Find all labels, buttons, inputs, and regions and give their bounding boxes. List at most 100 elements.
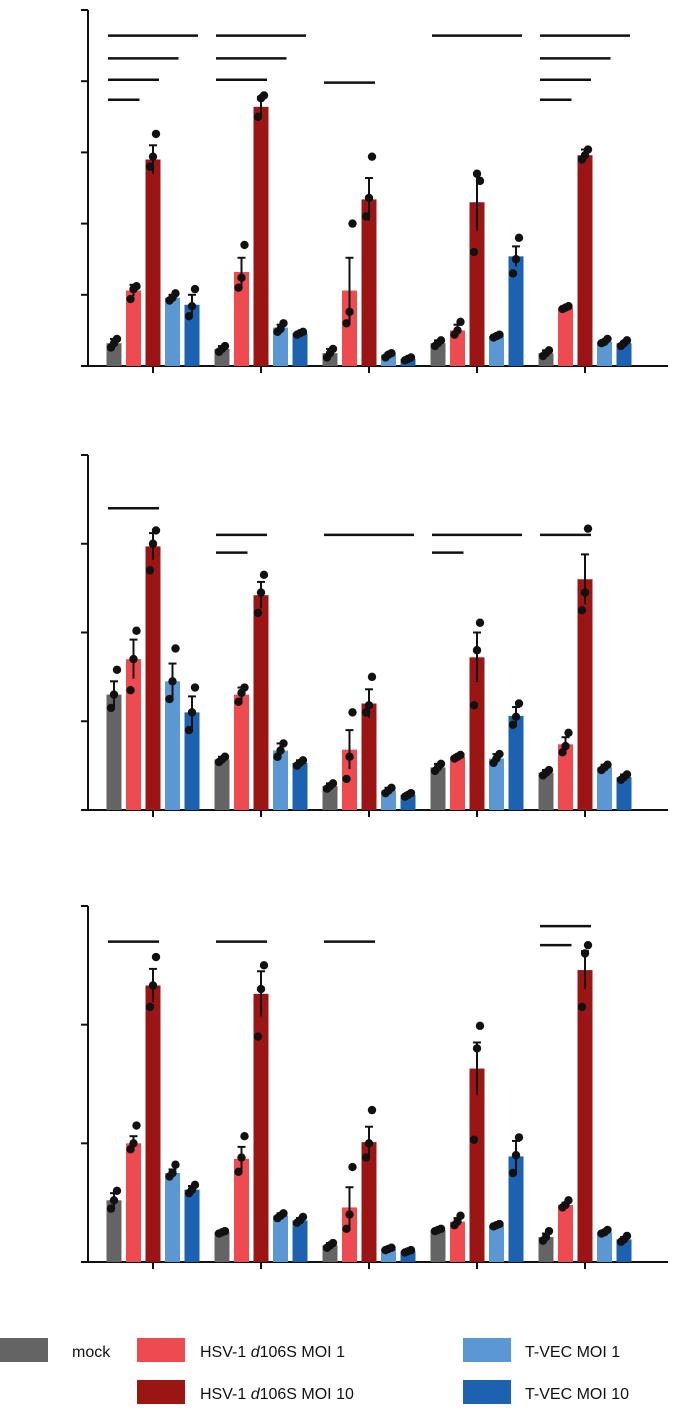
bar-tvec_moi1: [165, 1173, 180, 1262]
data-point: [364, 1139, 374, 1148]
data-point: [237, 273, 246, 282]
bar-mock: [106, 1200, 122, 1262]
bar-hsv_moi10: [361, 703, 377, 810]
data-point: [345, 1210, 354, 1219]
bar-hsv_moi10: [469, 657, 485, 810]
data-point: [234, 1167, 243, 1177]
data-point: [367, 672, 377, 682]
data-point: [151, 952, 161, 962]
data-point: [165, 694, 174, 704]
data-point: [514, 233, 524, 243]
data-point: [514, 1133, 524, 1142]
legend-label-part: d: [251, 1344, 261, 1361]
legend-label-part: HSV-1: [200, 1344, 251, 1361]
data-point: [436, 759, 446, 769]
data-point: [508, 720, 518, 729]
data-point: [253, 1032, 263, 1041]
legend-label-part: HSV-1: [200, 1386, 251, 1403]
data-point: [561, 741, 570, 751]
bar-tvec_moi1: [273, 1215, 288, 1262]
bar-hsv_moi1: [558, 307, 573, 366]
data-point: [622, 336, 632, 345]
data-point: [580, 949, 590, 958]
data-point: [453, 326, 462, 335]
data-point: [511, 712, 521, 722]
data-point: [109, 690, 119, 699]
bar-hsv_moi1: [558, 1205, 573, 1262]
data-point: [328, 779, 338, 788]
data-point: [564, 301, 573, 311]
data-point: [495, 330, 504, 339]
data-point: [544, 346, 554, 355]
legend-swatch-tvec_moi10: [463, 1380, 511, 1404]
data-point: [256, 588, 266, 597]
data-point: [361, 212, 371, 221]
legend-swatch-tvec_moi1: [463, 1338, 511, 1362]
bar-hsv_moi10: [577, 970, 593, 1262]
data-point: [564, 728, 573, 737]
data-point: [387, 1243, 396, 1252]
data-point: [256, 984, 266, 994]
data-point: [148, 981, 158, 990]
data-point: [406, 788, 416, 798]
data-point: [240, 1132, 249, 1141]
data-point: [456, 317, 465, 327]
data-point: [259, 570, 269, 580]
bar-hsv_moi10: [577, 155, 593, 366]
data-point: [106, 703, 116, 713]
data-point: [151, 526, 161, 535]
data-point: [298, 756, 308, 765]
data-point: [622, 1231, 632, 1241]
data-point: [508, 1168, 518, 1178]
legend-label-hsv_moi10: HSV-1 d106S MOI 10: [200, 1386, 354, 1403]
bar-hsv_moi10: [469, 1068, 485, 1262]
data-point: [253, 608, 263, 618]
data-point: [583, 940, 593, 950]
bar-hsv_moi1: [126, 659, 141, 810]
data-point: [279, 319, 288, 328]
legend-label-tvec_moi10: T-VEC MOI 10: [525, 1386, 629, 1403]
data-point: [367, 152, 377, 161]
data-point: [603, 760, 612, 769]
data-point: [367, 1105, 377, 1115]
data-point: [171, 1160, 180, 1169]
bar-mock: [214, 1232, 230, 1262]
bar-hsv_moi10: [253, 106, 269, 366]
data-point: [577, 1002, 587, 1012]
data-point: [234, 283, 243, 292]
caspase-9-panel: [81, 905, 668, 1269]
bar-tvec_moi10: [508, 256, 524, 366]
data-point: [345, 307, 354, 317]
caspase-8-panel: [81, 454, 668, 817]
bar-hsv_moi1: [126, 1143, 141, 1262]
bar-tvec_moi1: [489, 1225, 504, 1262]
legend-label-part: 106S MOI 1: [260, 1344, 345, 1361]
bar-hsv_moi1: [342, 290, 357, 366]
bar-hsv_moi10: [361, 1142, 377, 1262]
bar-tvec_moi10: [292, 762, 308, 810]
bar-mock: [430, 1229, 446, 1262]
data-point: [253, 112, 263, 122]
data-point: [168, 677, 177, 686]
bar-hsv_moi10: [145, 546, 161, 810]
data-point: [406, 353, 416, 362]
data-point: [259, 961, 269, 970]
data-point: [472, 1044, 482, 1053]
data-point: [544, 1226, 554, 1236]
bar-hsv_moi1: [450, 1221, 465, 1262]
data-point: [126, 294, 135, 304]
data-point: [151, 129, 161, 139]
bar-tvec_moi10: [184, 1189, 200, 1262]
data-point: [348, 219, 357, 228]
data-point: [145, 162, 155, 171]
bar-mock: [106, 694, 122, 810]
data-point: [112, 334, 122, 344]
data-point: [577, 606, 587, 615]
data-point: [132, 626, 141, 635]
data-point: [514, 699, 524, 708]
data-point: [132, 1121, 141, 1130]
data-point: [112, 665, 122, 674]
bar-mock: [538, 772, 554, 810]
bar-hsv_moi1: [234, 1158, 249, 1262]
